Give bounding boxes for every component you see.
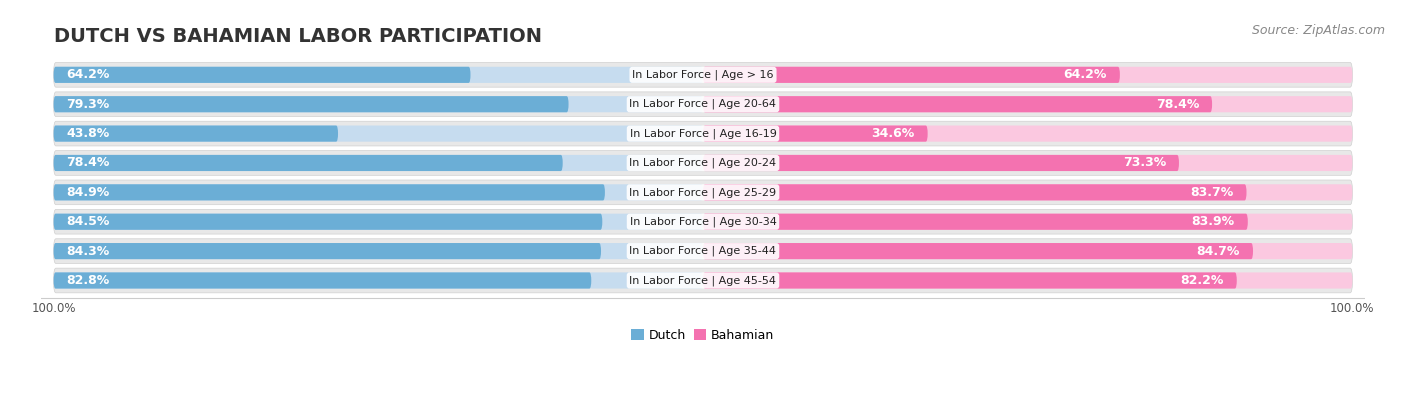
FancyBboxPatch shape bbox=[703, 273, 1353, 289]
Text: 34.6%: 34.6% bbox=[872, 127, 915, 140]
Text: 79.3%: 79.3% bbox=[66, 98, 110, 111]
FancyBboxPatch shape bbox=[53, 268, 1353, 293]
FancyBboxPatch shape bbox=[53, 126, 337, 142]
Text: In Labor Force | Age > 16: In Labor Force | Age > 16 bbox=[633, 70, 773, 80]
Text: In Labor Force | Age 30-34: In Labor Force | Age 30-34 bbox=[630, 216, 776, 227]
Text: 83.7%: 83.7% bbox=[1191, 186, 1233, 199]
FancyBboxPatch shape bbox=[703, 96, 1353, 112]
Text: 83.9%: 83.9% bbox=[1192, 215, 1234, 228]
FancyBboxPatch shape bbox=[703, 126, 1353, 142]
Text: In Labor Force | Age 45-54: In Labor Force | Age 45-54 bbox=[630, 275, 776, 286]
FancyBboxPatch shape bbox=[53, 214, 703, 230]
FancyBboxPatch shape bbox=[53, 150, 1353, 175]
FancyBboxPatch shape bbox=[703, 184, 1247, 200]
Text: 84.9%: 84.9% bbox=[66, 186, 110, 199]
Text: 84.5%: 84.5% bbox=[66, 215, 110, 228]
FancyBboxPatch shape bbox=[53, 62, 1353, 87]
FancyBboxPatch shape bbox=[703, 184, 1353, 200]
Text: 64.2%: 64.2% bbox=[1063, 68, 1107, 81]
FancyBboxPatch shape bbox=[53, 96, 568, 112]
Text: 43.8%: 43.8% bbox=[66, 127, 110, 140]
FancyBboxPatch shape bbox=[703, 126, 928, 142]
Text: Source: ZipAtlas.com: Source: ZipAtlas.com bbox=[1251, 24, 1385, 37]
Text: In Labor Force | Age 25-29: In Labor Force | Age 25-29 bbox=[630, 187, 776, 198]
Text: In Labor Force | Age 16-19: In Labor Force | Age 16-19 bbox=[630, 128, 776, 139]
Text: 84.7%: 84.7% bbox=[1197, 245, 1240, 258]
Text: In Labor Force | Age 20-24: In Labor Force | Age 20-24 bbox=[630, 158, 776, 168]
FancyBboxPatch shape bbox=[53, 121, 1353, 146]
FancyBboxPatch shape bbox=[53, 273, 703, 289]
FancyBboxPatch shape bbox=[53, 184, 703, 200]
FancyBboxPatch shape bbox=[703, 214, 1353, 230]
FancyBboxPatch shape bbox=[703, 273, 1237, 289]
Text: 82.8%: 82.8% bbox=[66, 274, 110, 287]
FancyBboxPatch shape bbox=[703, 155, 1180, 171]
FancyBboxPatch shape bbox=[53, 184, 605, 200]
FancyBboxPatch shape bbox=[53, 243, 703, 259]
FancyBboxPatch shape bbox=[703, 243, 1353, 259]
Text: 64.2%: 64.2% bbox=[66, 68, 110, 81]
FancyBboxPatch shape bbox=[53, 126, 703, 142]
Text: 82.2%: 82.2% bbox=[1181, 274, 1223, 287]
Text: In Labor Force | Age 35-44: In Labor Force | Age 35-44 bbox=[630, 246, 776, 256]
FancyBboxPatch shape bbox=[53, 209, 1353, 234]
Text: In Labor Force | Age 20-64: In Labor Force | Age 20-64 bbox=[630, 99, 776, 109]
FancyBboxPatch shape bbox=[703, 67, 1353, 83]
FancyBboxPatch shape bbox=[703, 155, 1353, 171]
Text: 73.3%: 73.3% bbox=[1123, 156, 1166, 169]
FancyBboxPatch shape bbox=[703, 67, 1121, 83]
FancyBboxPatch shape bbox=[53, 67, 471, 83]
FancyBboxPatch shape bbox=[703, 243, 1253, 259]
Text: 84.3%: 84.3% bbox=[66, 245, 110, 258]
FancyBboxPatch shape bbox=[703, 96, 1212, 112]
FancyBboxPatch shape bbox=[53, 155, 562, 171]
Text: 78.4%: 78.4% bbox=[1156, 98, 1199, 111]
Text: 78.4%: 78.4% bbox=[66, 156, 110, 169]
FancyBboxPatch shape bbox=[53, 180, 1353, 205]
FancyBboxPatch shape bbox=[53, 273, 592, 289]
FancyBboxPatch shape bbox=[53, 214, 602, 230]
Text: DUTCH VS BAHAMIAN LABOR PARTICIPATION: DUTCH VS BAHAMIAN LABOR PARTICIPATION bbox=[53, 27, 541, 46]
FancyBboxPatch shape bbox=[53, 155, 703, 171]
FancyBboxPatch shape bbox=[53, 92, 1353, 117]
FancyBboxPatch shape bbox=[703, 214, 1249, 230]
FancyBboxPatch shape bbox=[53, 239, 1353, 263]
Legend: Dutch, Bahamian: Dutch, Bahamian bbox=[627, 324, 779, 347]
FancyBboxPatch shape bbox=[53, 243, 600, 259]
FancyBboxPatch shape bbox=[53, 96, 703, 112]
FancyBboxPatch shape bbox=[53, 67, 703, 83]
